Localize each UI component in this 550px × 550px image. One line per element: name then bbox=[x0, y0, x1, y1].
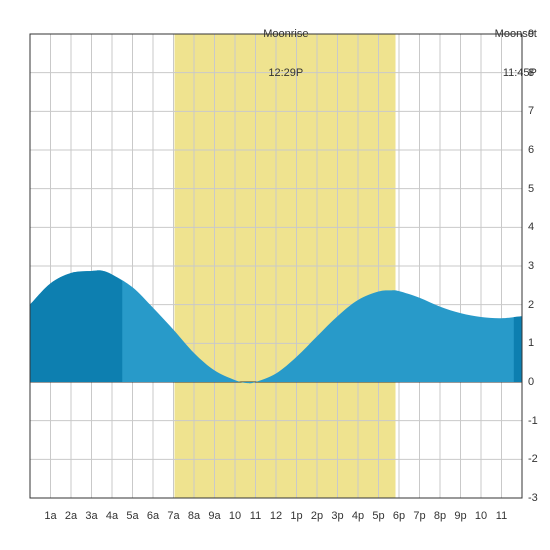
x-tick-label: 6a bbox=[147, 510, 159, 522]
x-tick-label: 2a bbox=[65, 510, 77, 522]
moonset-label: Moonset 11:45P bbox=[477, 2, 537, 106]
y-tick-label: 3 bbox=[528, 260, 534, 272]
y-tick-label: 4 bbox=[528, 221, 534, 233]
x-tick-label: 4p bbox=[352, 510, 364, 522]
moonrise-label: Moonrise 12:29P bbox=[258, 2, 314, 106]
y-tick-label: 1 bbox=[528, 337, 534, 349]
y-tick-label: 8 bbox=[528, 67, 534, 79]
x-tick-label: 2p bbox=[311, 510, 323, 522]
y-tick-label: 5 bbox=[528, 183, 534, 195]
y-tick-label: 2 bbox=[528, 299, 534, 311]
x-tick-label: 9a bbox=[208, 510, 220, 522]
x-tick-label: 10 bbox=[229, 510, 241, 522]
tide-chart: Moonrise 12:29P Moonset 11:45P 1a 2a 3a 4a 5… bbox=[0, 0, 550, 550]
x-tick-label: 1p bbox=[290, 510, 302, 522]
x-tick-label: 10 bbox=[475, 510, 487, 522]
x-tick-label: 1a bbox=[44, 510, 56, 522]
x-tick-label: 5p bbox=[372, 510, 384, 522]
x-tick-label: 9p bbox=[454, 510, 466, 522]
y-tick-label: -3 bbox=[528, 492, 538, 504]
x-tick-label: 8p bbox=[434, 510, 446, 522]
x-tick-label: 7p bbox=[413, 510, 425, 522]
y-tick-label: -2 bbox=[528, 453, 538, 465]
x-tick-label: 6p bbox=[393, 510, 405, 522]
x-tick-label: 5a bbox=[126, 510, 138, 522]
moonrise-title: Moonrise bbox=[258, 28, 314, 41]
y-tick-label: 9 bbox=[528, 28, 534, 40]
x-tick-label: 4a bbox=[106, 510, 118, 522]
y-tick-label: 0 bbox=[528, 376, 534, 388]
x-tick-label: 7a bbox=[167, 510, 179, 522]
x-tick-label: 11 bbox=[496, 510, 507, 522]
x-tick-label: 8a bbox=[188, 510, 200, 522]
y-tick-label: 6 bbox=[528, 144, 534, 156]
x-tick-label: 12 bbox=[270, 510, 282, 522]
y-tick-label: -1 bbox=[528, 415, 538, 427]
y-tick-label: 7 bbox=[528, 105, 534, 117]
moonrise-time: 12:29P bbox=[258, 67, 314, 80]
x-tick-label: 3p bbox=[331, 510, 343, 522]
x-tick-label: 3a bbox=[85, 510, 97, 522]
x-tick-label: 11 bbox=[250, 510, 261, 522]
